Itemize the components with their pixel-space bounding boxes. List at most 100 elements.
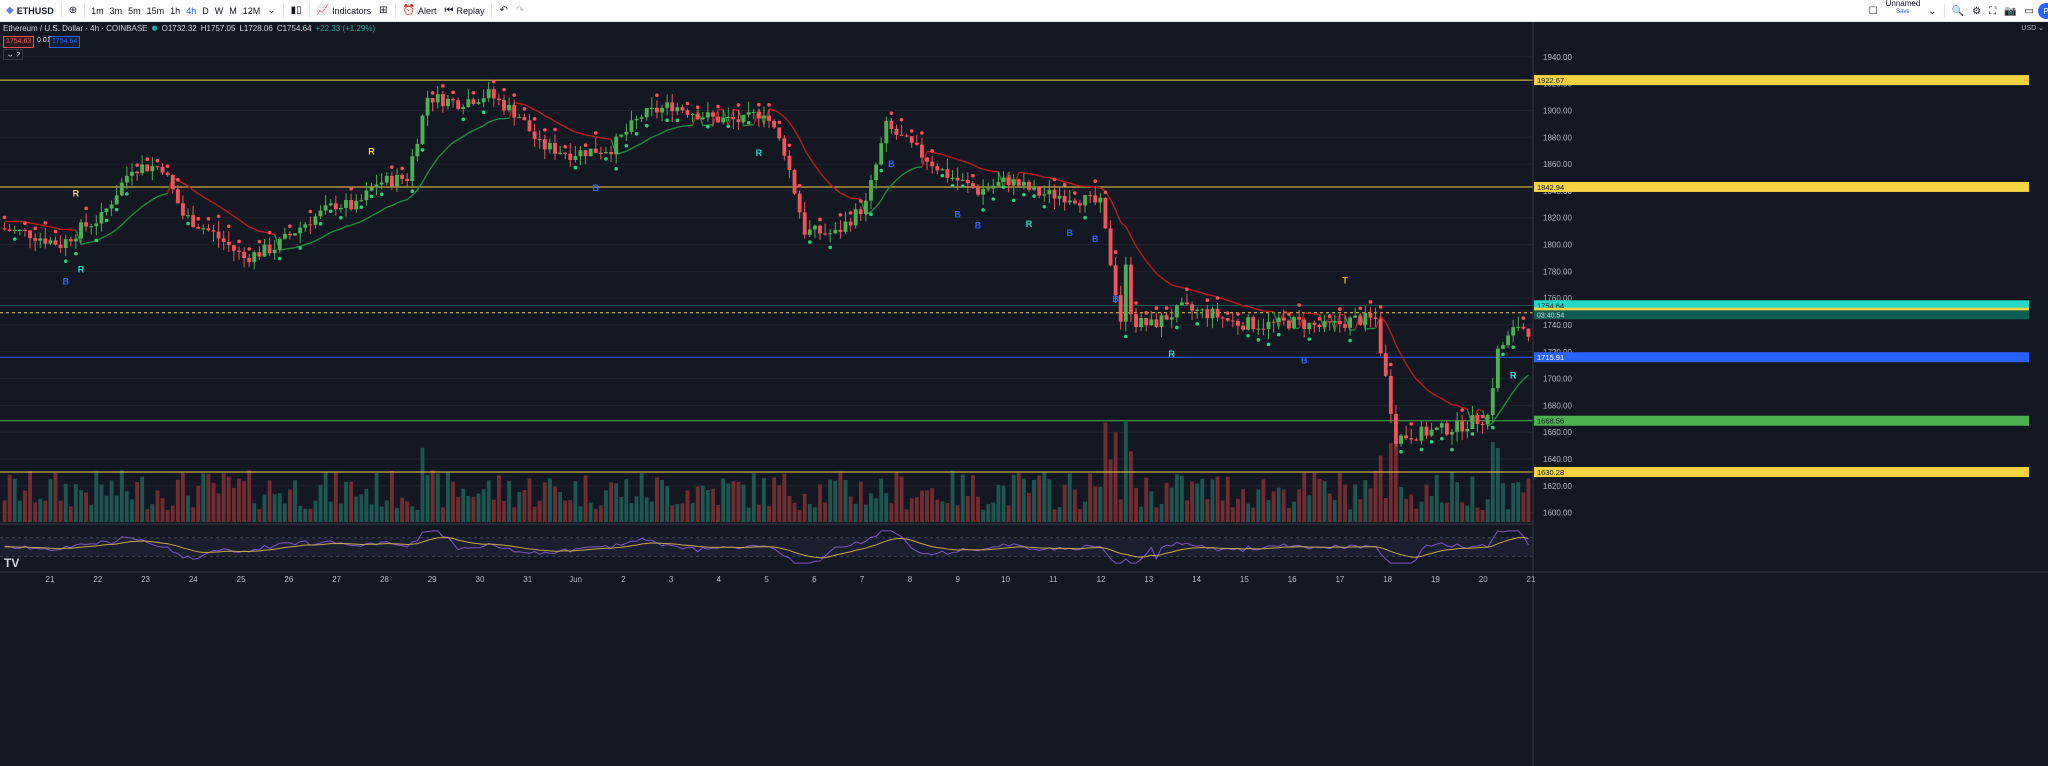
volume-bar xyxy=(201,473,206,522)
timeframe-W[interactable]: W xyxy=(214,5,224,16)
trailing-stop-segment xyxy=(1334,314,1341,331)
signal-dot xyxy=(838,213,843,217)
volume-bar xyxy=(660,479,664,522)
sell-price-button[interactable]: 1754.63 xyxy=(3,36,35,48)
volume-bar xyxy=(1317,479,1322,522)
candle-body xyxy=(690,113,695,115)
signal-label: B xyxy=(62,277,69,287)
fullscreen-icon[interactable]: ⛶ xyxy=(1989,5,1997,17)
trailing-stop-segment xyxy=(1466,408,1474,426)
candle-body xyxy=(833,229,838,234)
candle-body xyxy=(1322,321,1327,327)
candle-body xyxy=(1373,317,1378,319)
price-tick: 1640.00 xyxy=(1543,455,1572,464)
price-tick: 1600.00 xyxy=(1543,509,1572,518)
signal-label: R xyxy=(78,265,85,275)
signal-dot xyxy=(522,106,527,111)
signal-dot xyxy=(1144,311,1149,315)
trailing-stop-segment xyxy=(783,116,790,123)
signal-dot xyxy=(23,221,27,226)
signal-dot xyxy=(1225,311,1230,315)
candle-body xyxy=(1200,309,1205,311)
volume-bar xyxy=(537,500,542,522)
window-icon[interactable]: ▭ xyxy=(2024,5,2034,17)
signal-dot xyxy=(716,104,720,109)
timeframe-15m[interactable]: 15m xyxy=(146,5,165,16)
indicator-templates-icon[interactable]: ⊞ xyxy=(379,5,388,16)
candle-body xyxy=(114,195,119,205)
timeframe-1m[interactable]: 1m xyxy=(91,5,104,16)
volume-bar xyxy=(624,479,629,522)
volume-bar xyxy=(1439,502,1444,522)
timeframe-12M[interactable]: 12M xyxy=(242,5,261,16)
candle-body xyxy=(614,136,619,155)
trailing-stop-segment xyxy=(1114,209,1122,223)
search-icon[interactable]: 🔍 xyxy=(1951,5,1965,17)
volume-bar xyxy=(507,480,512,522)
candle-body xyxy=(180,203,185,216)
trailing-stop-segment xyxy=(503,117,510,120)
volume-bar xyxy=(879,478,884,522)
volume-bar xyxy=(1399,486,1403,522)
volume-bar xyxy=(53,472,58,522)
candle-body xyxy=(359,200,364,202)
indicators-button[interactable]: 📈 Indicators xyxy=(313,0,375,22)
signal-dot xyxy=(1368,300,1373,304)
price-axis[interactable]: USD ⌄ 1940.00 1920.00 1900.00 1880.00 1860.00… xyxy=(1532,22,2048,766)
volume-bar xyxy=(338,503,343,522)
candle-body xyxy=(1139,317,1144,328)
layout-chevron-down-icon[interactable]: ⌄ xyxy=(1928,5,1937,17)
candle-body xyxy=(848,221,853,226)
time-axis[interactable]: 21 22 23 24 25 26 27 28 29 30 31 Jun 2 3 4 5 6 7 8 9 10 11 12 1… xyxy=(0,571,2048,584)
candle-body xyxy=(364,190,369,201)
trailing-stop-segment xyxy=(136,205,143,212)
timeframe-4h[interactable]: 4h xyxy=(186,5,197,16)
compare-symbol-button[interactable]: ⊕ xyxy=(68,5,78,16)
layout-name-button[interactable]: Unnamed Save xyxy=(1882,0,1925,22)
volume-bar xyxy=(58,500,63,522)
volume-bar xyxy=(1225,476,1230,522)
indicator-count-toggle[interactable]: ⌄ 2 xyxy=(3,49,24,60)
signal-dot xyxy=(1276,332,1281,337)
replay-button[interactable]: ⏮ Replay xyxy=(440,0,488,22)
volume-bar xyxy=(1210,479,1215,522)
timeframe-3m[interactable]: 3m xyxy=(109,5,123,16)
settings-gear-icon[interactable]: ⚙ xyxy=(1972,5,1982,17)
signal-dot xyxy=(1062,182,1067,187)
currency-label: USD ⌄ xyxy=(2021,25,2044,32)
timeframe-5m[interactable]: 5m xyxy=(128,5,141,16)
candle-body xyxy=(226,241,231,246)
trailing-stop-segment xyxy=(524,103,530,108)
trailing-stop-segment xyxy=(651,134,658,138)
candle-body xyxy=(894,128,899,135)
candle-body xyxy=(1001,177,1006,182)
layout-checkbox-icon[interactable]: ☐ xyxy=(1868,5,1878,17)
volume-bar xyxy=(965,496,970,522)
candle-body xyxy=(89,226,94,228)
camera-icon[interactable]: 📷 xyxy=(2004,5,2017,17)
candle-body xyxy=(196,226,201,229)
alert-button[interactable]: ⏰ Alert xyxy=(399,0,441,22)
timeframe-dropdown-chevron-icon[interactable]: ⌄ xyxy=(267,5,276,16)
undo-icon[interactable]: ↶ xyxy=(499,5,508,16)
redo-icon[interactable]: ↷ xyxy=(515,5,525,16)
avatar[interactable]: P xyxy=(2038,3,2048,19)
candle-body xyxy=(191,215,196,227)
toolbar-divider xyxy=(282,3,284,18)
volume-bar xyxy=(1495,447,1500,522)
symbol-search[interactable]: ◆ ETHUSD xyxy=(0,0,58,22)
candle-body xyxy=(502,99,506,111)
trailing-stop-segment xyxy=(310,240,316,244)
signal-dot xyxy=(665,118,669,123)
timeframe-M[interactable]: M xyxy=(229,5,237,16)
candle-body xyxy=(874,164,879,181)
timeframe-1h[interactable]: 1h xyxy=(170,5,181,16)
candle-body xyxy=(435,94,440,103)
candle-body xyxy=(981,188,986,195)
signal-dot xyxy=(695,105,700,110)
candle-body xyxy=(1358,315,1363,325)
candle-type-icon[interactable]: ▮▯ xyxy=(290,5,302,16)
buy-price-button[interactable]: 1754.64 xyxy=(49,36,81,48)
timeframe-D[interactable]: D xyxy=(202,5,209,16)
